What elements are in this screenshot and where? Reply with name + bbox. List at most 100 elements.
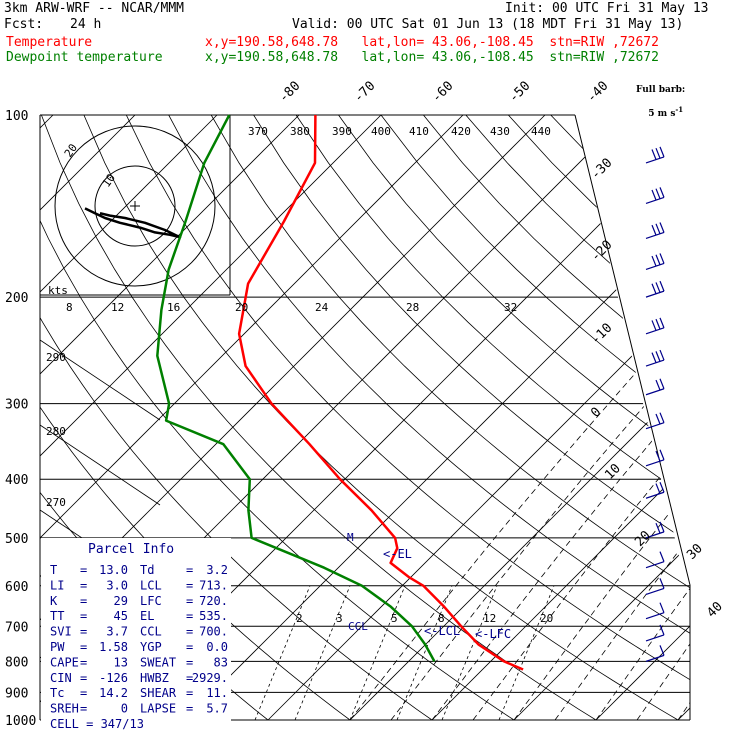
wind-barb-flag (651, 352, 657, 363)
theta-e-label: 440 (531, 125, 551, 138)
parcel-param-value: -126 (99, 671, 128, 685)
wind-barb-shaft (645, 262, 665, 271)
moist-adiabat (554, 365, 690, 720)
hodograph-ring-20 (54, 125, 216, 287)
parcel-param-value: 713. (199, 578, 228, 592)
parcel-param-value: 2929. (192, 671, 228, 685)
pressure-tick-label: 500 (5, 532, 28, 547)
parcel-param-eq: = (186, 655, 193, 669)
mixing-ratio-label: 5 (391, 612, 398, 625)
isotherm-line (40, 115, 382, 720)
hodograph-inset: 10 20 kts (40, 115, 231, 297)
parcel-param-name: LAPSE (140, 702, 176, 716)
isotherm-label: -30 (588, 156, 615, 183)
moist-adiabat (472, 365, 690, 720)
parcel-param-name: CIN (50, 671, 72, 685)
wind-barb-shaft (645, 459, 665, 467)
parcel-param-value: 535. (199, 609, 228, 623)
temperature-station-info: x,y=190.58,648.78 lat,lon= 43.06,-108.45… (205, 35, 659, 50)
isotherm-label: -50 (506, 79, 533, 106)
isotherm-line (185, 115, 690, 720)
parcel-param-name: LFC (140, 594, 162, 608)
isotherm-label: -80 (276, 79, 303, 106)
parcel-param-name: LI (50, 578, 64, 592)
wind-barb-shaft (645, 491, 665, 499)
lfc-marker: <-LFC (475, 627, 511, 641)
parcel-info-background (41, 538, 231, 723)
parcel-param-name: SREH (50, 702, 79, 716)
pressure-tick-label: 100 (5, 109, 28, 124)
wind-barb-flag (659, 624, 665, 636)
mixing-ratio-line (396, 585, 453, 720)
speed-tick-label: 24 (315, 301, 329, 314)
wind-barb-shaft (645, 359, 665, 367)
wind-barb-flag (659, 349, 665, 361)
moist-adiabat (349, 365, 643, 720)
theta-e-label: 420 (451, 125, 471, 138)
pressure-tick-label: 700 (5, 620, 28, 635)
wind-barb-flag (655, 254, 661, 265)
pressure-tick-label: 800 (5, 655, 28, 670)
pressure-tick-label: 300 (5, 398, 28, 413)
wind-barb-shaft (645, 654, 665, 662)
parcel-param-name: YGP (140, 640, 162, 654)
parcel-param-eq: = (186, 578, 193, 592)
theta-e-label: 400 (371, 125, 391, 138)
parcel-param-value: 1.58 (99, 640, 128, 654)
isotherm-line (595, 115, 690, 720)
wind-barb-flag (655, 522, 661, 534)
wind-barb-shaft (645, 388, 665, 396)
wind-barb-flag (655, 188, 661, 199)
mixing-ratio-label: 8 (438, 612, 445, 625)
parcel-param-name: SHEAR (140, 686, 177, 700)
wind-barb-flag (659, 317, 665, 329)
parcel-param-value: 5.7 (206, 702, 228, 716)
parcel-param-value: 0.0 (206, 640, 228, 654)
theta-e-label: 430 (490, 125, 510, 138)
mixing-ratio-line (441, 585, 498, 720)
isotherm-line (431, 115, 690, 720)
dry-adiabat (41, 115, 597, 720)
parcel-param-eq: = (186, 625, 193, 639)
wind-barb-flag (659, 449, 665, 460)
model-title: 3km ARW-WRF -- NCAR/MMM (4, 1, 185, 16)
parcel-param-eq: = (80, 640, 87, 654)
wind-barb-flag (659, 378, 665, 389)
wind-barb-shaft (645, 587, 665, 595)
dry-adiabat-label: 280 (46, 425, 66, 438)
parcel-info-title: Parcel Info (88, 542, 174, 557)
isotherm-label: 0 (588, 405, 604, 421)
parcel-param-value: 3.7 (106, 625, 128, 639)
parcel-cell-value: CELL = 347/13 (50, 717, 144, 731)
mixing-ratio-label: 2 (296, 612, 303, 625)
ccl-marker: CCL (348, 620, 368, 633)
moist-adiabat (390, 365, 680, 720)
parcel-param-eq: = (186, 563, 193, 577)
parcel-param-value: 3.0 (106, 578, 128, 592)
forecast-hour: 24 h (70, 17, 102, 32)
lower-left-adiabat (40, 339, 161, 421)
isotherm-label: 30 (684, 541, 706, 563)
parcel-param-eq: = (186, 594, 193, 608)
wind-barb-shaft (645, 634, 665, 642)
wind-barb-flag (655, 223, 661, 235)
speed-tick-label: 8 (66, 301, 73, 314)
parcel-param-name: SVI (50, 625, 72, 639)
theta-e-label: 410 (409, 125, 429, 138)
wind-barb-flag (651, 149, 657, 160)
isotherm-label: -20 (588, 238, 615, 265)
parcel-param-eq: = (186, 671, 193, 685)
parcel-param-value: 3.2 (206, 563, 228, 577)
wind-barb-flag (655, 351, 661, 362)
mixing-ratio-line (349, 585, 406, 720)
parcel-param-eq: = (80, 578, 87, 592)
dry-adiabat (423, 115, 690, 720)
parcel-param-eq: = (186, 640, 193, 654)
parcel-param-name: HWBZ (140, 671, 169, 685)
dry-adiabat (508, 115, 690, 720)
wind-barb-flag (659, 645, 665, 656)
wind-barb-flag (659, 551, 665, 562)
wind-barb-flag (659, 482, 665, 493)
pressure-tick-label: 600 (5, 580, 28, 595)
parcel-param-value: 45 (114, 609, 128, 623)
